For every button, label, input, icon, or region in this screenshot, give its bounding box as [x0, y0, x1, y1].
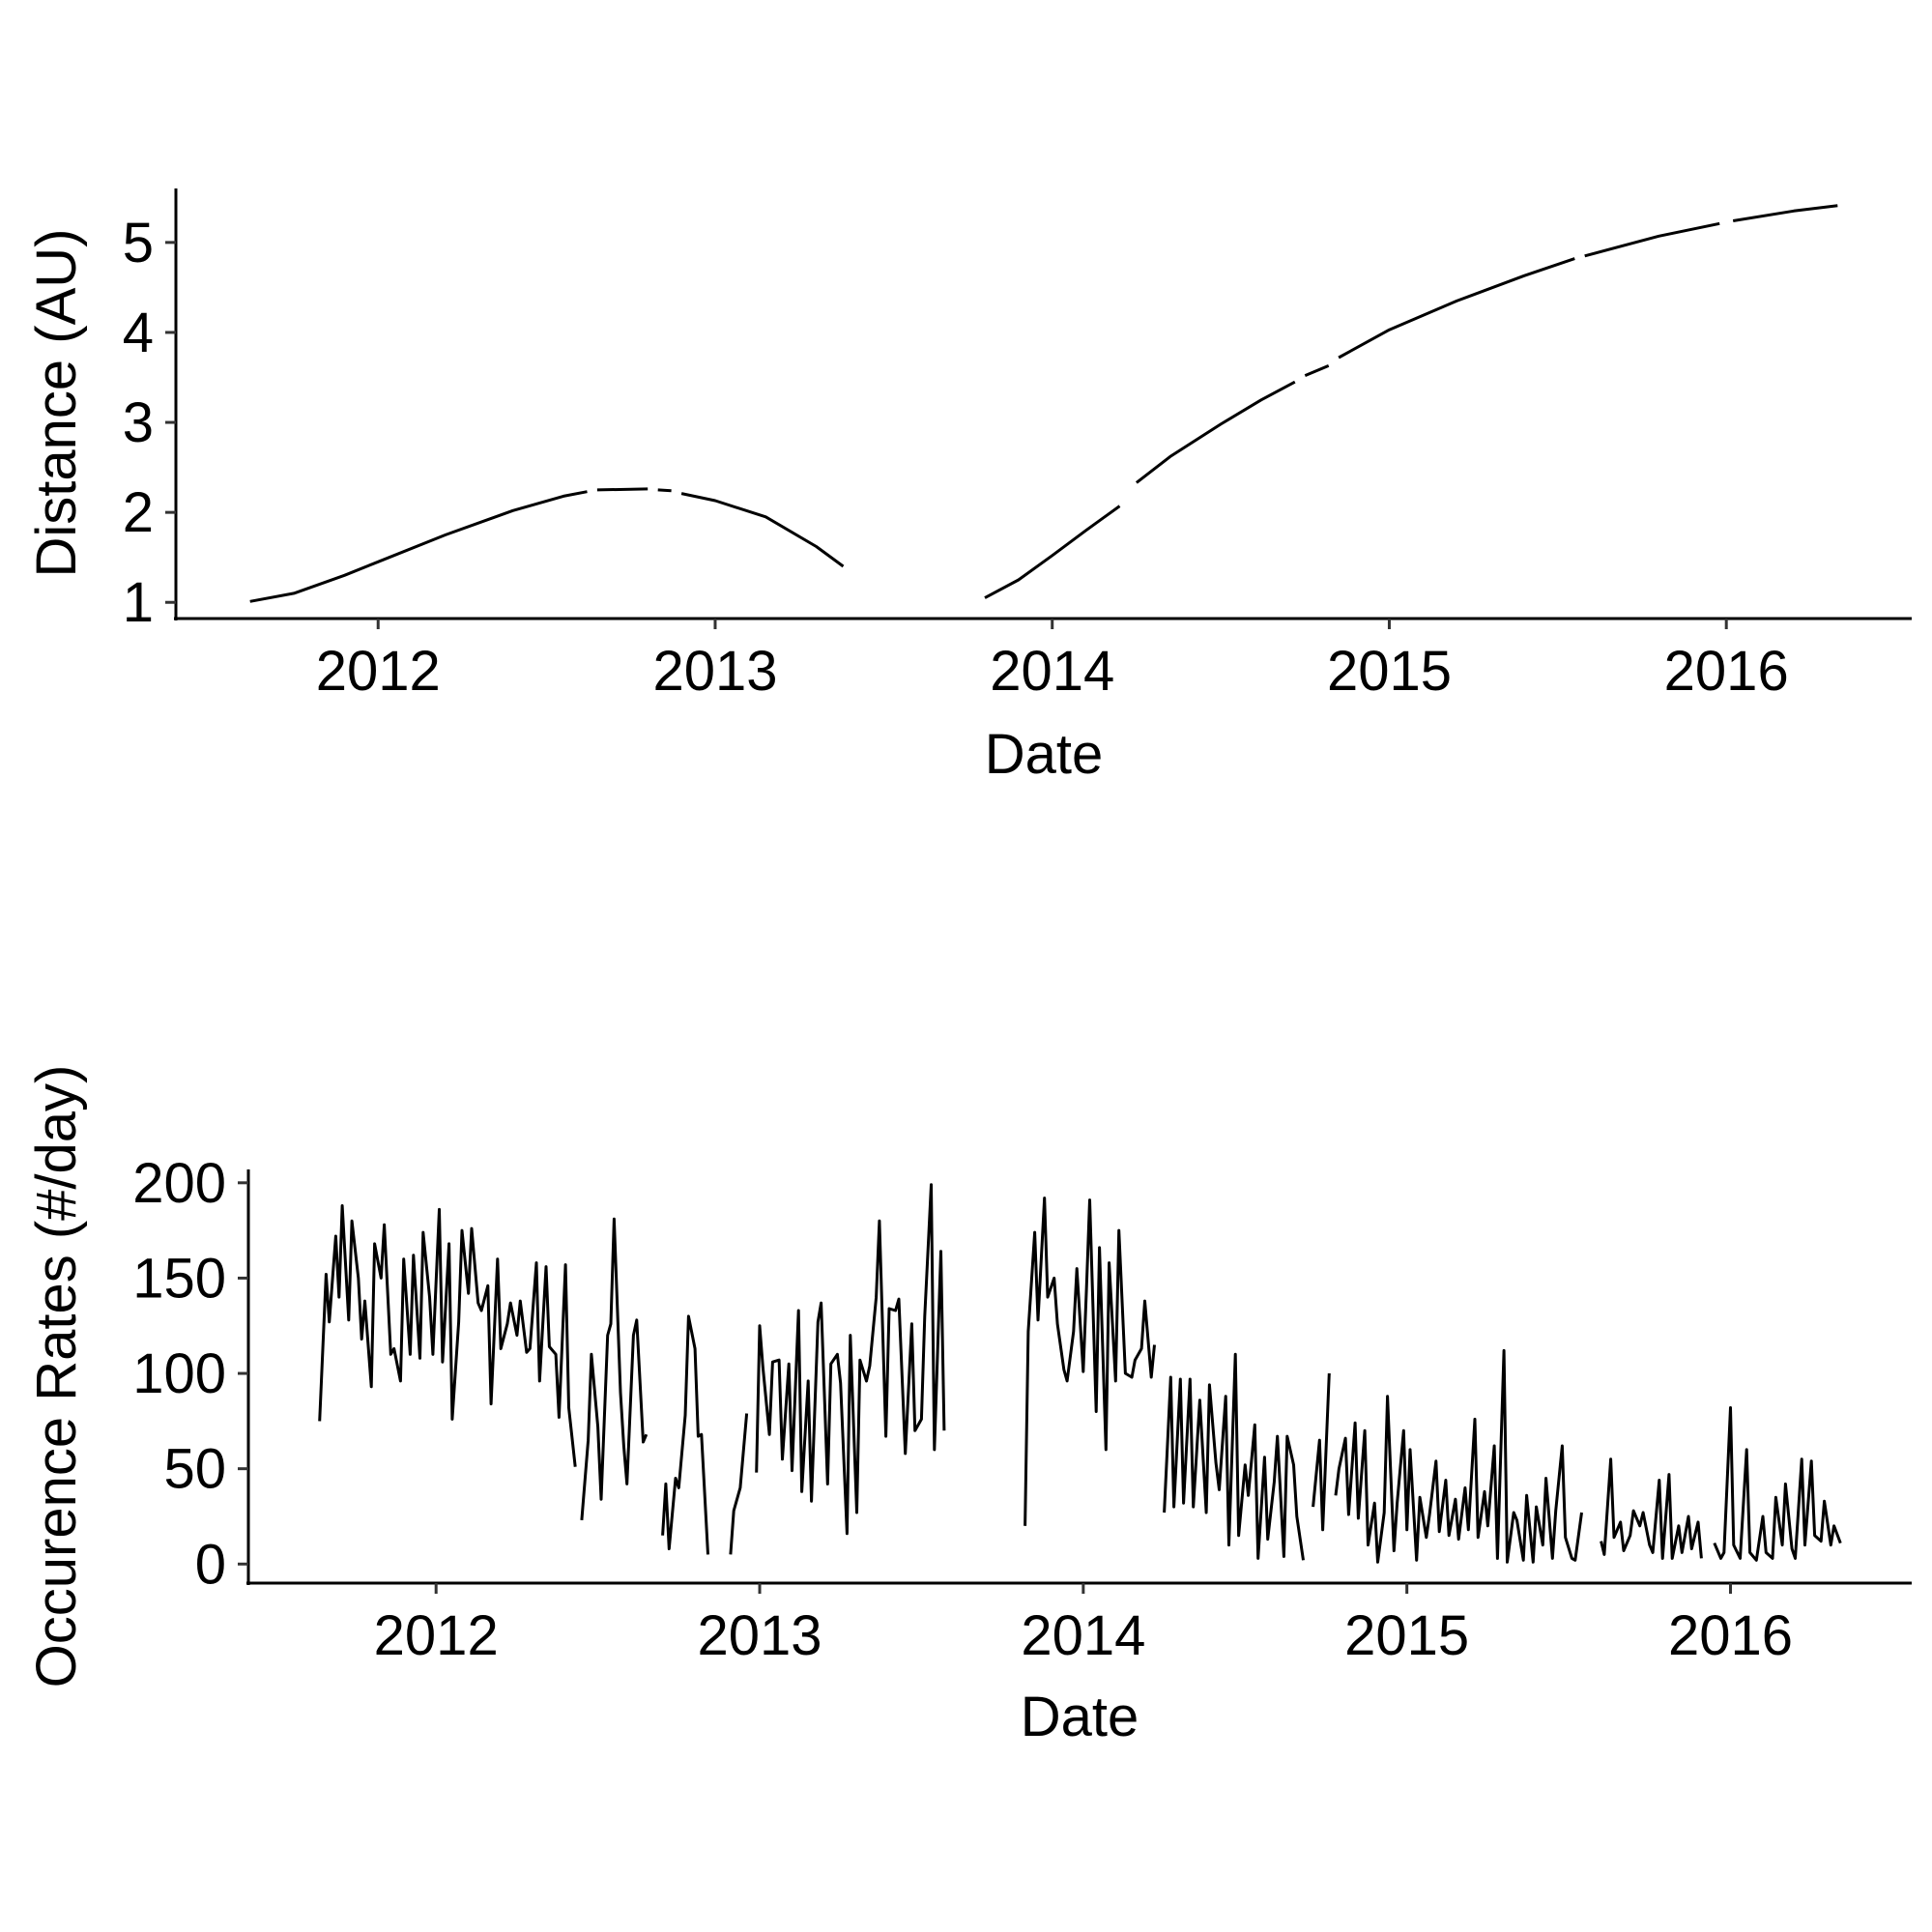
series-line-segment-5 — [1024, 1197, 1156, 1526]
y-axis-title: Occurence Rates (#/day) — [25, 1065, 88, 1688]
y-axis-ticks: 1 2 3 4 5 — [123, 212, 176, 634]
series-line-segment-5 — [1135, 380, 1296, 484]
x-tick-label: 2013 — [698, 1604, 822, 1667]
y-tick-label: 3 — [123, 391, 154, 454]
distance-chart: 2012 2013 2014 2015 2016 1 2 3 4 5 Date Distance… — [25, 188, 1912, 786]
y-tick-label: 200 — [132, 1152, 226, 1215]
series-line-segment-9 — [1600, 1457, 1703, 1560]
y-tick-label: 50 — [163, 1438, 226, 1501]
occurrence-rate-chart: 2012 2013 2014 2015 2016 0 50 100 150 200 Date O… — [25, 1065, 1912, 1748]
y-tick-label: 2 — [123, 481, 154, 544]
series-line-segment-1 — [596, 487, 649, 492]
series-line-segment-3 — [680, 492, 845, 568]
y-tick-label: 1 — [123, 571, 154, 634]
series-line-segment-8 — [1334, 1348, 1583, 1564]
series-line-segment-7 — [1312, 1372, 1331, 1532]
y-tick-label: 4 — [123, 302, 154, 364]
y-axis-ticks: 0 50 100 150 200 — [132, 1152, 248, 1596]
series-line-segment-10 — [1713, 1406, 1842, 1562]
series-line-segment-7 — [1338, 257, 1575, 360]
distance-series — [249, 204, 1838, 603]
series-line-segment-8 — [1584, 221, 1720, 258]
series-line-segment-6 — [1163, 1352, 1305, 1561]
series-line-segment-0 — [318, 1204, 577, 1467]
occurrence-rate-series — [318, 1183, 1842, 1564]
y-axis-title: Distance (AU) — [25, 229, 88, 578]
x-tick-label: 2016 — [1668, 1604, 1793, 1667]
y-tick-label: 150 — [132, 1247, 226, 1310]
y-tick-label: 5 — [123, 212, 154, 274]
y-tick-label: 0 — [195, 1533, 226, 1596]
series-line-segment-1 — [580, 1217, 649, 1521]
x-tick-label: 2015 — [1344, 1604, 1469, 1667]
x-axis-title: Date — [1021, 1686, 1139, 1748]
series-line-segment-2 — [661, 1314, 709, 1555]
series-line-segment-0 — [249, 490, 588, 603]
x-tick-label: 2016 — [1664, 640, 1789, 703]
y-tick-label: 100 — [132, 1342, 226, 1405]
x-tick-label: 2014 — [1021, 1604, 1145, 1667]
x-tick-label: 2012 — [374, 1604, 499, 1667]
series-line-segment-9 — [1732, 204, 1838, 222]
x-axis-ticks: 2012 2013 2014 2015 2016 — [374, 1583, 1793, 1667]
series-line-segment-6 — [1304, 364, 1330, 377]
x-tick-label: 2015 — [1327, 640, 1452, 703]
x-axis-title: Date — [985, 723, 1104, 786]
series-line-segment-4 — [755, 1183, 946, 1536]
series-line-segment-2 — [657, 488, 672, 493]
x-tick-label: 2012 — [316, 640, 441, 703]
x-axis-ticks: 2012 2013 2014 2015 2016 — [316, 619, 1789, 703]
series-line-segment-4 — [984, 505, 1121, 599]
series-line-segment-3 — [729, 1413, 749, 1555]
x-tick-label: 2013 — [652, 640, 777, 703]
x-tick-label: 2014 — [990, 640, 1114, 703]
